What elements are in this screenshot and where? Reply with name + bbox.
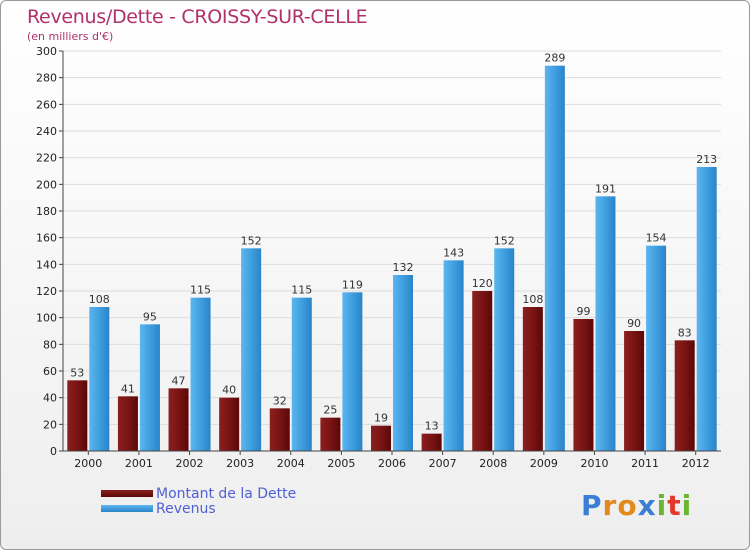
logo-letter: t bbox=[667, 489, 682, 522]
data-label: 115 bbox=[190, 284, 211, 297]
data-label: 119 bbox=[342, 278, 363, 291]
logo-letter: P bbox=[581, 489, 603, 522]
bar-revenue bbox=[89, 307, 110, 451]
bar-debt bbox=[219, 397, 240, 451]
bar-revenue bbox=[241, 248, 262, 451]
y-tick-label: 20 bbox=[43, 418, 57, 431]
bar-revenue bbox=[291, 297, 312, 451]
y-tick-label: 120 bbox=[36, 285, 57, 298]
x-tick-label: 2006 bbox=[378, 457, 406, 470]
x-tick-label: 2003 bbox=[226, 457, 254, 470]
bar-debt bbox=[168, 388, 189, 451]
data-label: 40 bbox=[222, 384, 236, 397]
chart-subtitle: (en milliers d'€) bbox=[27, 30, 114, 43]
y-tick-label: 240 bbox=[36, 125, 57, 138]
chart-title: Revenus/Dette - CROISSY-SUR-CELLE bbox=[27, 6, 368, 28]
data-label: 19 bbox=[374, 412, 388, 425]
legend-label-debt: Montant de la Dette bbox=[156, 486, 297, 502]
x-tick-label: 2011 bbox=[631, 457, 659, 470]
bar-debt bbox=[371, 425, 391, 451]
x-tick-label: 2005 bbox=[327, 457, 355, 470]
data-label: 108 bbox=[522, 293, 543, 306]
data-label: 108 bbox=[89, 293, 110, 306]
bar-debt bbox=[67, 380, 88, 451]
y-tick-label: 280 bbox=[36, 72, 57, 85]
x-tick-label: 2001 bbox=[125, 457, 153, 470]
data-label: 13 bbox=[425, 420, 439, 433]
bar-debt bbox=[269, 408, 290, 451]
y-tick-label: 60 bbox=[43, 365, 57, 378]
data-label: 53 bbox=[70, 366, 84, 379]
data-label: 152 bbox=[241, 234, 262, 247]
data-label: 41 bbox=[121, 382, 135, 395]
bar-revenue bbox=[139, 324, 160, 451]
y-tick-label: 40 bbox=[43, 392, 57, 405]
y-tick-label: 160 bbox=[36, 232, 57, 245]
bar-revenue bbox=[595, 196, 616, 451]
data-label: 99 bbox=[576, 305, 590, 318]
x-tick-label: 2010 bbox=[580, 457, 608, 470]
x-tick-label: 2008 bbox=[479, 457, 507, 470]
data-label: 154 bbox=[646, 232, 667, 245]
bar-revenue bbox=[696, 167, 717, 451]
bar-debt bbox=[522, 307, 543, 451]
logo-letter: i bbox=[681, 489, 693, 522]
bar-debt bbox=[320, 417, 341, 451]
bar-revenue bbox=[646, 245, 667, 451]
x-tick-label: 2009 bbox=[530, 457, 558, 470]
data-label: 47 bbox=[172, 374, 186, 387]
data-label: 120 bbox=[472, 277, 493, 290]
bar-debt bbox=[573, 319, 594, 451]
bar-debt bbox=[674, 340, 695, 451]
x-tick-label: 2002 bbox=[176, 457, 204, 470]
legend-swatch-debt bbox=[101, 490, 153, 497]
bar-debt bbox=[117, 396, 138, 451]
bar-revenue bbox=[190, 297, 211, 451]
bar-revenue bbox=[342, 292, 363, 451]
data-label: 25 bbox=[323, 404, 337, 417]
data-label: 213 bbox=[696, 153, 717, 166]
legend-swatch-revenue bbox=[101, 505, 153, 512]
bar-revenue bbox=[544, 65, 565, 452]
y-tick-label: 100 bbox=[36, 312, 57, 325]
logo-letter: r bbox=[602, 489, 618, 522]
y-tick-label: 260 bbox=[36, 98, 57, 111]
x-tick-label: 2012 bbox=[682, 457, 710, 470]
bar-debt bbox=[472, 291, 493, 451]
data-label: 289 bbox=[544, 52, 565, 65]
data-label: 132 bbox=[393, 261, 414, 274]
y-tick-label: 80 bbox=[43, 338, 57, 351]
x-tick-label: 2007 bbox=[429, 457, 457, 470]
data-label: 191 bbox=[595, 182, 616, 195]
legend-label-revenue: Revenus bbox=[156, 501, 216, 517]
x-tick-label: 2000 bbox=[74, 457, 102, 470]
y-tick-label: 0 bbox=[50, 445, 57, 458]
y-tick-label: 300 bbox=[36, 45, 57, 58]
y-tick-label: 140 bbox=[36, 258, 57, 271]
data-label: 32 bbox=[273, 394, 287, 407]
bar-revenue bbox=[494, 248, 515, 451]
bar-revenue bbox=[393, 275, 413, 451]
data-label: 115 bbox=[291, 284, 312, 297]
y-tick-label: 200 bbox=[36, 178, 57, 191]
logo-letter: i bbox=[656, 489, 668, 522]
data-label: 95 bbox=[143, 310, 157, 323]
data-label: 143 bbox=[443, 246, 464, 259]
logo-letter: x bbox=[637, 489, 657, 522]
x-tick-label: 2004 bbox=[277, 457, 305, 470]
logo-letter: o bbox=[617, 489, 638, 522]
bar-debt bbox=[624, 331, 645, 451]
data-label: 83 bbox=[678, 326, 692, 339]
data-label: 90 bbox=[627, 317, 641, 330]
bar-revenue bbox=[443, 260, 464, 451]
y-tick-label: 180 bbox=[36, 205, 57, 218]
proxiti-logo: Proxiti bbox=[581, 489, 692, 522]
bar-debt bbox=[421, 433, 442, 451]
y-tick-label: 220 bbox=[36, 152, 57, 165]
data-label: 152 bbox=[494, 234, 515, 247]
